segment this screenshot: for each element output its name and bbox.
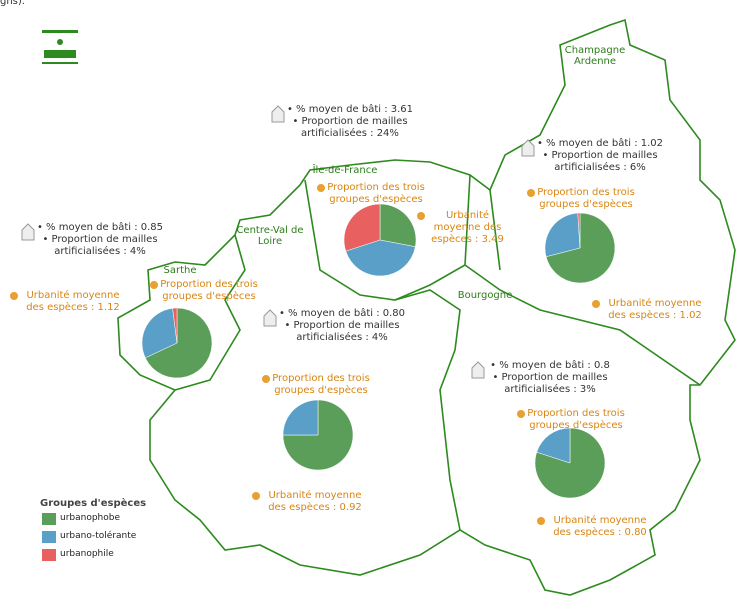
species-icon (417, 212, 425, 220)
logo (42, 30, 78, 64)
pie-slice (343, 203, 381, 252)
legend-label: urbano-tolérante (60, 531, 137, 541)
artificial-share: • Proportion de mailles artificialisées … (492, 372, 608, 395)
pie-slice (534, 427, 606, 499)
legend-label: urbanophile (60, 549, 114, 559)
pie-slice (172, 307, 178, 344)
pie-slice (141, 307, 178, 359)
pie-slice (282, 399, 354, 471)
region-name: Île-de-France (312, 165, 378, 176)
building-icon (263, 309, 277, 327)
pie-title: Proportion des trois groupes d'espèces (327, 182, 425, 205)
pie-slice (282, 399, 319, 436)
building-share: • % moyen de bâti : 3.61 (286, 104, 414, 115)
species-icon (252, 492, 260, 500)
mean-urbanity: Urbanité moyenne des espèces : 0.92 (268, 490, 362, 513)
mean-urbanity: Urbanité moyenne des espèces : 1.12 (26, 290, 120, 313)
region-name: Centre-Val de Loire (236, 225, 304, 247)
pie-title: Proportion des trois groupes d'espèces (537, 187, 635, 210)
artificial-share: • Proportion de mailles artificialisées … (542, 150, 658, 173)
pie-slice (345, 239, 416, 277)
mean-urbanity: Urbanité moyenne des espèces : 1.02 (608, 298, 702, 321)
pie-title: Proportion des trois groupes d'espèces (272, 373, 370, 396)
building-icon (21, 223, 35, 241)
mean-urbanity: Urbanité moyenne des espèces : 0.80 (553, 515, 647, 538)
building-icon (521, 139, 535, 157)
region-name: Champagne Ardenne (564, 45, 626, 67)
outer-border (117, 18, 736, 596)
pie-slice (144, 307, 213, 379)
species-icon (317, 184, 325, 192)
pie-slice (577, 212, 581, 249)
species-icon (527, 189, 535, 197)
inner-border (489, 189, 501, 271)
building-icon (271, 105, 285, 123)
pie-title: Proportion des trois groupes d'espèces (160, 279, 258, 302)
species-icon (150, 281, 158, 289)
building-share: • % moyen de bâti : 0.80 (278, 308, 406, 319)
species-icon (592, 300, 600, 308)
inner-border (464, 264, 701, 386)
building-share: • % moyen de bâti : 0.85 (36, 222, 164, 233)
pie-slice (536, 427, 571, 464)
building-icon (471, 361, 485, 379)
species-icon (537, 517, 545, 525)
artificial-share: • Proportion de mailles artificialisées … (292, 116, 408, 139)
species-icon (262, 375, 270, 383)
legend-swatch (42, 531, 56, 543)
inner-border (394, 289, 461, 531)
inner-border (174, 234, 246, 391)
region-name: Bourgogne (457, 290, 513, 301)
legend-swatch (42, 549, 56, 561)
building-share: • % moyen de bâti : 1.02 (536, 138, 664, 149)
legend-label: urbanophobe (60, 513, 121, 523)
pie-slice (544, 212, 581, 258)
legend-title: Groupes d'espèces (40, 498, 147, 509)
species-icon (10, 292, 18, 300)
pie-slice (379, 203, 417, 248)
artificial-share: • Proportion de mailles artificialisées … (284, 320, 400, 343)
species-icon (517, 410, 525, 418)
mean-urbanity: Urbanité moyenne des espèces : 3.49 (431, 210, 504, 245)
legend-swatch (42, 513, 56, 525)
pie-title: Proportion des trois groupes d'espèces (527, 408, 625, 431)
building-share: • % moyen de bâti : 0.8 (490, 360, 610, 371)
artificial-share: • Proportion de mailles artificialisées … (42, 234, 158, 257)
region-name: Sarthe (163, 265, 197, 276)
borders (117, 18, 736, 596)
caption: gns). (0, 0, 25, 7)
pie-slice (545, 212, 616, 284)
